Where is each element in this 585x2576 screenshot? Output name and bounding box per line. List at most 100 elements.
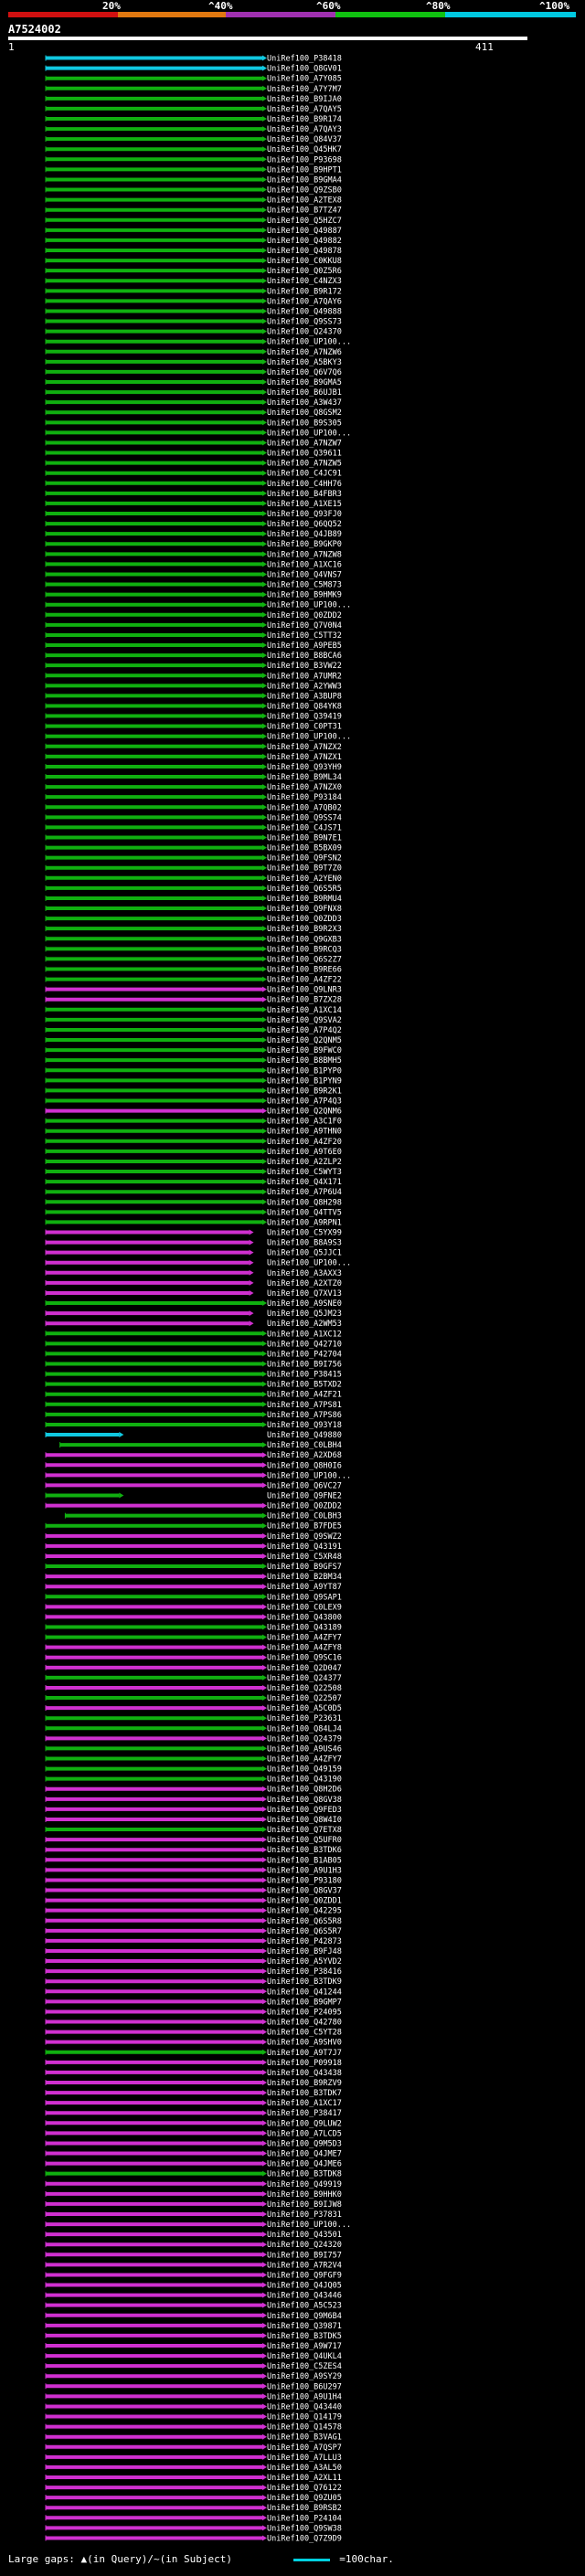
hit-label[interactable]: UniRef100_A9YT87 [267,1583,342,1592]
hit-label[interactable]: UniRef100_Q9LNR3 [267,986,342,995]
hit-label[interactable]: UniRef100_A3W437 [267,398,342,408]
hit-label[interactable]: UniRef100_P42873 [267,1937,342,1946]
hit-label[interactable]: UniRef100_UP100... [267,1259,351,1268]
hit-label[interactable]: UniRef100_Q6S5R5 [267,885,342,894]
hit-label[interactable]: UniRef100_A1XC17 [267,2099,342,2108]
hit-label[interactable]: UniRef100_B3VAG1 [267,2433,342,2443]
hit-label[interactable]: UniRef100_Q93Y18 [267,1421,342,1430]
hit-label[interactable]: UniRef100_A1XE15 [267,500,342,509]
hit-label[interactable]: UniRef100_Q0ZDD2 [267,1502,342,1511]
hit-label[interactable]: UniRef100_C5M873 [267,581,342,590]
hit-label[interactable]: UniRef100_A4ZF22 [267,976,342,985]
hit-label[interactable]: UniRef100_P24104 [267,2514,342,2523]
hit-label[interactable]: UniRef100_B9R2K1 [267,1087,342,1096]
hit-label[interactable]: UniRef100_C5YX99 [267,1228,342,1237]
hit-label[interactable]: UniRef100_A2XTZ0 [267,1279,342,1288]
hit-label[interactable]: UniRef100_A7P4Q3 [267,1097,342,1106]
hit-label[interactable]: UniRef100_Q8GV01 [267,65,342,74]
hit-label[interactable]: UniRef100_B9R172 [267,287,342,296]
hit-label[interactable]: UniRef100_Q24370 [267,328,342,337]
hit-label[interactable]: UniRef100_A7NZX2 [267,743,342,752]
hit-label[interactable]: UniRef100_B5BX09 [267,844,342,853]
hit-label[interactable]: UniRef100_B9HHK0 [267,2190,342,2200]
hit-label[interactable]: UniRef100_UP100... [267,338,351,347]
hit-label[interactable]: UniRef100_Q43190 [267,1776,342,1785]
hit-label[interactable]: UniRef100_C0LBH3 [267,1512,342,1521]
hit-label[interactable]: UniRef100_A7QB02 [267,803,342,812]
hit-label[interactable]: UniRef100_Q9GXB3 [267,935,342,944]
hit-label[interactable]: UniRef100_A3AL50 [267,2464,342,2473]
hit-label[interactable]: UniRef100_B9T7Z0 [267,864,342,874]
hit-label[interactable]: UniRef100_B9GMA4 [267,175,342,185]
hit-label[interactable]: UniRef100_C0LBH4 [267,1441,342,1450]
hit-label[interactable]: UniRef100_B1PYN9 [267,1076,342,1086]
hit-label[interactable]: UniRef100_A4ZF20 [267,1138,342,1147]
hit-label[interactable]: UniRef100_B9GFS7 [267,1563,342,1572]
hit-label[interactable]: UniRef100_P38415 [267,1371,342,1380]
hit-label[interactable]: UniRef100_Q4JB89 [267,530,342,539]
hit-label[interactable]: UniRef100_B9GMP7 [267,1998,342,2007]
hit-label[interactable]: UniRef100_Q42295 [267,1907,342,1916]
hit-label[interactable]: UniRef100_C4NZX3 [267,277,342,286]
hit-label[interactable]: UniRef100_A7NZW5 [267,460,342,469]
hit-label[interactable]: UniRef100_B7ZX28 [267,996,342,1005]
hit-label[interactable]: UniRef100_B9FJ48 [267,1947,342,1956]
hit-label[interactable]: UniRef100_B9GKP0 [267,540,342,549]
hit-label[interactable]: UniRef100_Q49887 [267,227,342,236]
hit-label[interactable]: UniRef100_A2YEN0 [267,875,342,884]
hit-label[interactable]: UniRef100_A2ZLP2 [267,1158,342,1167]
hit-label[interactable]: UniRef100_Q0Z5R6 [267,267,342,276]
hit-label[interactable]: UniRef100_A7LCD5 [267,2129,342,2138]
hit-label[interactable]: UniRef100_P37831 [267,2210,342,2220]
hit-label[interactable]: UniRef100_Q93FJ0 [267,510,342,519]
hit-label[interactable]: UniRef100_A9W717 [267,2342,342,2351]
hit-label[interactable]: UniRef100_A7UMR2 [267,672,342,681]
hit-label[interactable]: UniRef100_Q2D047 [267,1664,342,1673]
hit-label[interactable]: UniRef100_B9RE66 [267,965,342,974]
hit-label[interactable]: UniRef100_A7P4Q2 [267,1026,342,1035]
hit-label[interactable]: UniRef100_Q49882 [267,237,342,246]
hit-label[interactable]: UniRef100_Q5HZC7 [267,217,342,226]
hit-label[interactable]: UniRef100_Q8GV38 [267,1796,342,1805]
hit-label[interactable]: UniRef100_Q9ZSB0 [267,186,342,196]
hit-label[interactable]: UniRef100_A7NZW7 [267,439,342,448]
hit-label[interactable]: UniRef100_Q49880 [267,1431,342,1440]
hit-label[interactable]: UniRef100_A2XL11 [267,2474,342,2483]
hit-label[interactable]: UniRef100_B9I757 [267,2251,342,2260]
hit-label[interactable]: UniRef100_C5TT32 [267,631,342,641]
hit-label[interactable]: UniRef100_C5XR48 [267,1553,342,1562]
hit-label[interactable]: UniRef100_Q84V37 [267,135,342,144]
hit-label[interactable]: UniRef100_A2YWW3 [267,682,342,691]
hit-label[interactable]: UniRef100_B7TZ47 [267,207,342,216]
hit-label[interactable]: UniRef100_Q9FED3 [267,1806,342,1815]
hit-label[interactable]: UniRef100_Q43501 [267,2231,342,2240]
hit-label[interactable]: UniRef100_Q4UKL4 [267,2352,342,2361]
hit-label[interactable]: UniRef100_Q9FNX8 [267,905,342,914]
hit-label[interactable]: UniRef100_Q45HK7 [267,145,342,154]
hit-label[interactable]: UniRef100_Q43189 [267,1624,342,1633]
hit-label[interactable]: UniRef100_A5C523 [267,2302,342,2311]
hit-label[interactable]: UniRef100_Q6QQ52 [267,520,342,529]
hit-label[interactable]: UniRef100_Q24377 [267,1674,342,1683]
hit-label[interactable]: UniRef100_B9RZV9 [267,2079,342,2088]
hit-label[interactable]: UniRef100_Q22508 [267,1684,342,1693]
hit-label[interactable]: UniRef100_B3TDK9 [267,1977,342,1987]
hit-label[interactable]: UniRef100_Q5UFR0 [267,1836,342,1845]
hit-label[interactable]: UniRef100_Q9M6B4 [267,2312,342,2321]
hit-label[interactable]: UniRef100_Q24320 [267,2241,342,2250]
hit-label[interactable]: UniRef100_Q14578 [267,2423,342,2433]
hit-label[interactable]: UniRef100_A7NZX0 [267,783,342,792]
hit-label[interactable]: UniRef100_UP100... [267,429,351,438]
hit-label[interactable]: UniRef100_Q6S5R7 [267,1927,342,1936]
hit-label[interactable]: UniRef100_B5TXD2 [267,1381,342,1390]
hit-label[interactable]: UniRef100_A4ZF21 [267,1391,342,1400]
hit-label[interactable]: UniRef100_B9N7E1 [267,833,342,843]
hit-label[interactable]: UniRef100_B9IJA0 [267,95,342,104]
hit-label[interactable]: UniRef100_Q9SW38 [267,2524,342,2533]
hit-label[interactable]: UniRef100_Q4X171 [267,1178,342,1187]
hit-label[interactable]: UniRef100_Q0ZDD3 [267,915,342,924]
hit-label[interactable]: UniRef100_Q0ZDD2 [267,611,342,620]
hit-label[interactable]: UniRef100_Q43446 [267,2292,342,2301]
hit-label[interactable]: UniRef100_P09918 [267,2059,342,2068]
hit-label[interactable]: UniRef100_A5C0D5 [267,1704,342,1713]
